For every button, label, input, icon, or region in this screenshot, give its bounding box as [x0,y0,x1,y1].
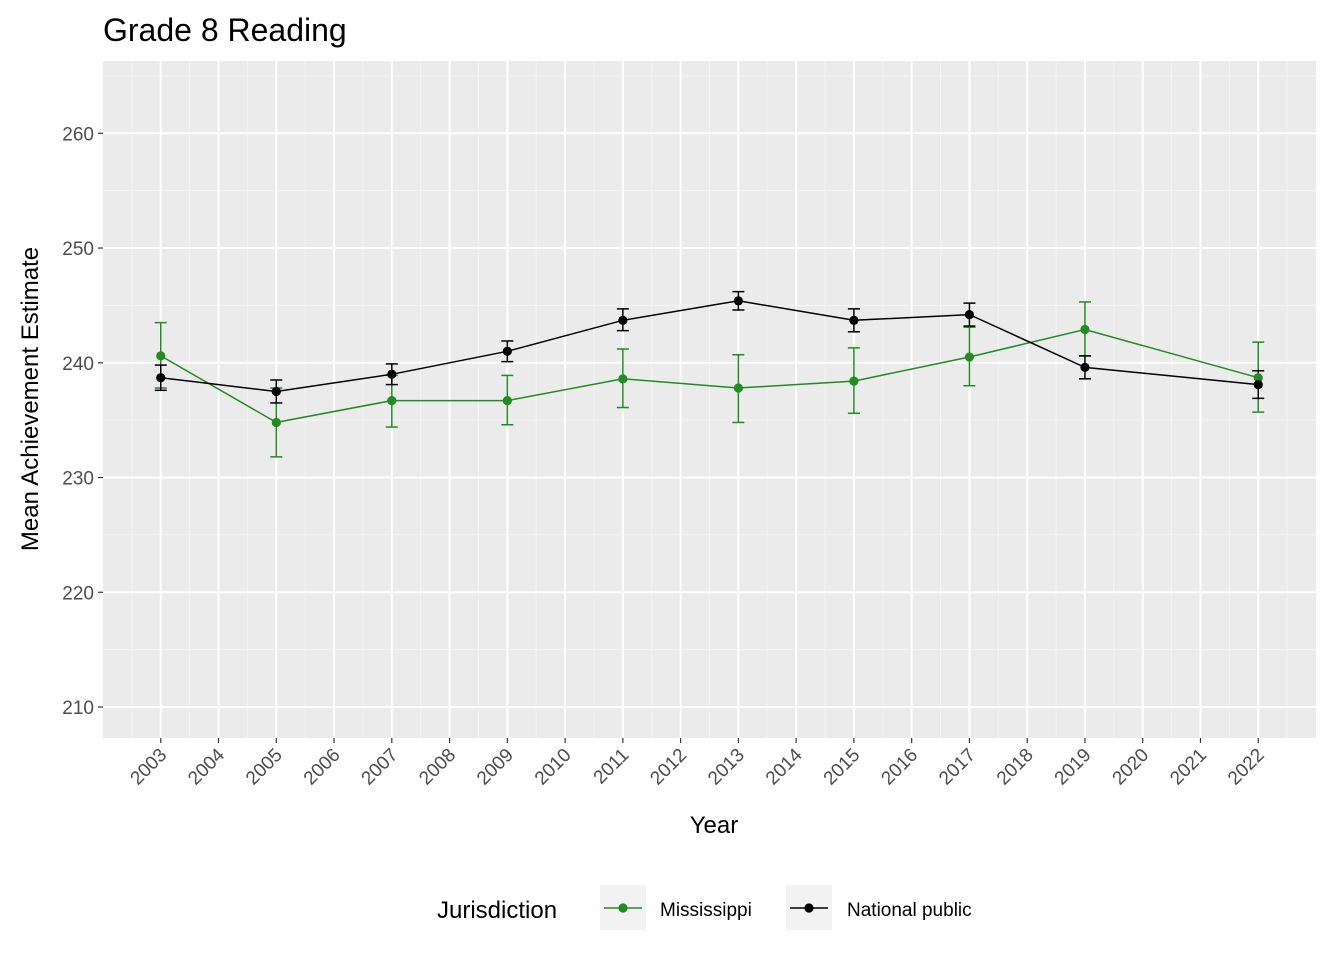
data-point [156,351,166,361]
data-point [1253,379,1263,390]
data-point [849,376,859,386]
series-lines [160,300,1259,424]
data-point [156,373,166,383]
data-point [733,383,743,393]
x-tick-label: 2013 [704,745,749,790]
y-tick-label: 220 [62,583,94,604]
legend: Jurisdiction Mississippi National public [437,885,972,930]
data-point [1080,324,1090,335]
x-tick-label: 2017 [935,745,980,790]
y-tick-label: 240 [62,354,94,375]
x-tick-label: 2019 [1051,745,1096,790]
legend-key-point [804,903,814,913]
y-tick-label: 210 [62,698,94,719]
x-tick-label: 2022 [1224,745,1269,790]
data-point [387,369,397,379]
x-tick-label: 2011 [590,745,634,789]
data-point [733,296,743,306]
legend-key-point [618,903,628,913]
y-axis-ticks: 210 220 230 240 250 260 [62,124,103,719]
x-tick-label: 2021 [1166,745,1211,790]
x-axis-ticks: 2003 2004 2005 2006 2007 2008 2009 2010 2011 2012… [127,738,1269,789]
x-tick-label: 2020 [1109,745,1154,790]
legend-label: National public [847,900,972,921]
data-point [502,396,512,406]
y-axis-title: Mean Achievement Estimate [17,247,44,551]
legend-label: Mississippi [660,900,752,921]
data-point [271,386,281,397]
data-points [156,296,1263,428]
data-point [271,417,281,428]
gridlines [103,61,1316,738]
x-tick-label: 2009 [473,745,518,790]
data-point [1080,362,1090,372]
data-point [618,315,628,325]
y-tick-label: 260 [62,124,94,145]
x-tick-label: 2015 [820,745,865,790]
data-point [964,309,975,320]
x-tick-label: 2010 [531,745,576,790]
y-tick-label: 250 [62,239,94,260]
x-tick-label: 2006 [300,745,345,790]
data-point [618,374,628,384]
chart-title: Grade 8 Reading [103,12,347,48]
data-point [502,346,512,356]
x-tick-label: 2016 [877,745,922,790]
data-point [387,396,397,406]
x-tick-label: 2018 [993,745,1038,790]
x-axis-title: Year [690,812,739,839]
x-tick-label: 2005 [242,745,287,790]
x-tick-label: 2004 [184,744,229,789]
x-tick-label: 2008 [415,745,460,790]
x-tick-label: 2003 [127,745,172,790]
x-tick-label: 2007 [358,745,403,790]
legend-title: Jurisdiction [437,897,557,924]
series-line [160,328,1259,424]
y-tick-label: 230 [62,469,94,490]
data-point [849,315,859,325]
data-point [1253,373,1263,383]
series-line [160,300,1259,393]
x-tick-label: 2014 [762,744,807,789]
x-tick-label: 2012 [646,745,691,790]
data-point [964,352,975,362]
